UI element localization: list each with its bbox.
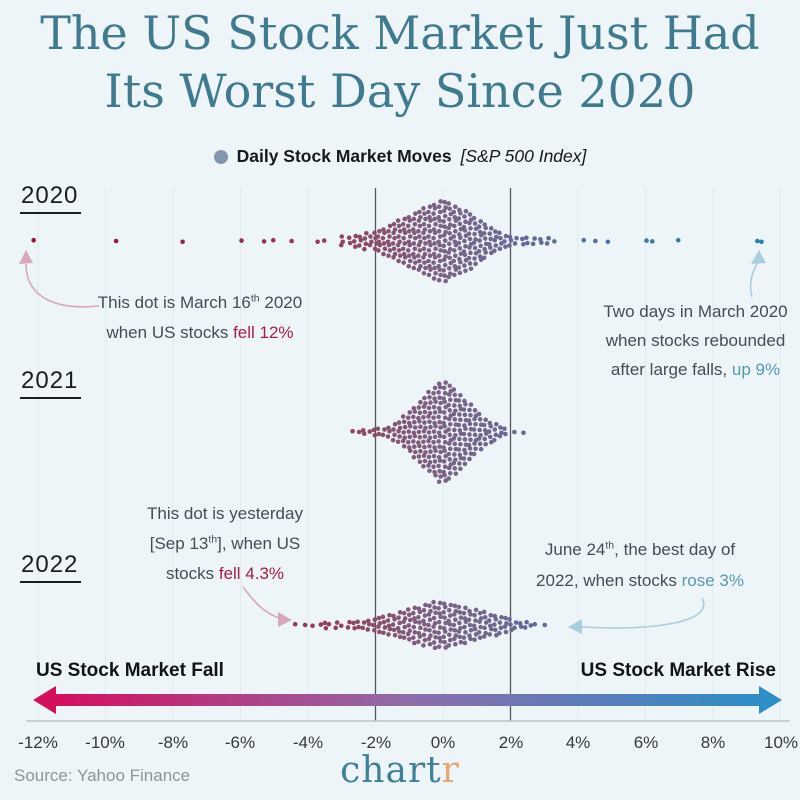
annotation-text: when US stocks [106,323,234,342]
annotation-text: stocks [165,564,219,583]
annotation-text: , the best day of [614,540,736,559]
legend: Daily Stock Market Moves [S&P 500 Index] [0,146,800,167]
fall-accent-text: fell 4.3% [218,564,285,583]
ordinal-suffix: th [605,539,615,552]
year-label-2021: 2021 [20,367,82,399]
legend-dot-icon [213,149,228,164]
annotation-march-2020-crash: This dot is March 16th 2020 when US stoc… [55,288,345,348]
year-label-2020: 2020 [20,182,82,214]
page-title: The US Stock Market Just Had Its Worst D… [0,4,800,120]
annotation-text: 2020 [259,293,303,312]
tick-label: -12% [18,733,58,752]
axis-fall-label: US Stock Market Fall [36,660,224,681]
title-line-2: Its Worst Day Since 2020 [104,64,696,118]
tick-label: 6% [633,733,659,752]
rise-accent-text: rose 3% [681,571,744,590]
tick-label: -6% [224,733,256,752]
legend-sublabel: [S&P 500 Index] [460,146,587,166]
tick-label: -4% [292,733,324,752]
tick-label: 10% [763,733,799,752]
legend-label: Daily Stock Market Moves [236,146,452,166]
tick-label: 2% [498,733,524,752]
annotation-text: ], when US [217,534,301,553]
rise-accent-text: up 9% [731,360,781,379]
logo-text-main: chart [340,750,442,791]
title-line-1: The US Stock Market Just Had [40,6,760,60]
tick-label: -10% [85,733,125,752]
ordinal-suffix: th [250,292,260,305]
tick-label: -2% [360,733,392,752]
tick-label: 8% [700,733,726,752]
axis-rise-label: US Stock Market Rise [580,660,776,681]
annotation-text: This dot is yesterday [147,504,303,523]
annotation-text: when stocks rebounded [605,331,786,350]
year-label-2022: 2022 [20,551,82,583]
annotation-sep-2022: This dot is yesterday [Sep 13th], when U… [90,499,360,589]
annotation-text: 2022, when stocks [536,571,682,590]
annotation-march-2020-rebound: Two days in March 2020 when stocks rebou… [578,297,800,384]
annotation-text: June 24 [544,540,606,559]
tick-label: 4% [565,733,591,752]
source-credit: Source: Yahoo Finance [14,766,191,785]
tick-label: 0% [430,733,456,752]
x-axis-tick-labels: -12% -10% -8% -6% -4% -2% 0% 2% 4% 6% 8%… [0,733,800,757]
annotation-june-2022: June 24th, the best day of 2022, when st… [515,534,765,596]
fall-accent-text: fell 12% [233,323,294,342]
tick-label: -8% [157,733,189,752]
annotation-text: [Sep 13 [149,534,209,553]
annotation-text: This dot is March 16 [97,293,251,312]
chartr-logo: chartr [0,750,800,791]
logo-text-accent: r [441,750,460,791]
annotation-text: Two days in March 2020 [603,302,788,321]
ordinal-suffix: th [208,533,218,546]
annotation-text: after large falls, [610,360,732,379]
